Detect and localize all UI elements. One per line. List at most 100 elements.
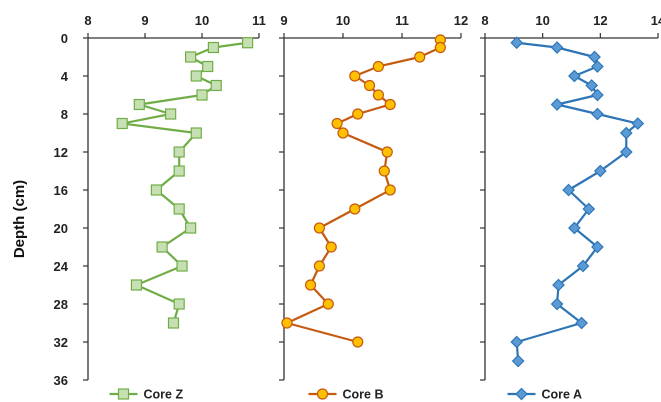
legend-swatch-marker xyxy=(117,388,130,400)
y-axis-title: Depth (cm) xyxy=(11,180,28,258)
legend-swatch-marker xyxy=(515,387,528,401)
data-point xyxy=(619,145,633,159)
y-tick-label: 12 xyxy=(54,145,68,160)
y-tick-label: 32 xyxy=(54,335,68,350)
data-point xyxy=(242,37,254,49)
panel-core-a: 8 10 12 14 Core A xyxy=(480,13,661,402)
data-point xyxy=(173,146,185,158)
data-point xyxy=(510,36,524,50)
data-point xyxy=(568,69,581,83)
data-point xyxy=(591,240,604,254)
data-point xyxy=(384,184,396,196)
data-point xyxy=(173,203,185,215)
data-point xyxy=(381,146,393,158)
data-point xyxy=(130,279,143,291)
y-tick-label: 36 xyxy=(54,373,68,388)
data-point xyxy=(510,335,524,349)
data-point xyxy=(384,98,396,111)
data-point xyxy=(575,316,588,330)
x-tick-label: 9 xyxy=(141,13,148,28)
data-point xyxy=(378,165,390,177)
x-tick-label: 12 xyxy=(593,13,607,28)
data-point xyxy=(550,297,564,311)
data-point xyxy=(207,41,219,54)
data-point xyxy=(173,298,185,310)
legend-label: Core A xyxy=(542,388,583,402)
data-point xyxy=(116,117,128,130)
data-point xyxy=(414,51,426,63)
panel-core-z: 8 9 10 11 Core Z xyxy=(83,13,266,402)
y-tick-label: 20 xyxy=(54,221,68,236)
data-point xyxy=(150,184,162,196)
data-point xyxy=(591,60,604,73)
x-tick-label: 11 xyxy=(395,13,409,28)
data-point xyxy=(352,336,364,348)
data-point xyxy=(322,298,334,310)
x-tick-label: 9 xyxy=(280,13,287,28)
data-point xyxy=(165,108,177,120)
x-tick-label: 10 xyxy=(336,13,350,28)
data-point xyxy=(568,221,581,235)
data-point xyxy=(363,79,376,92)
data-point xyxy=(313,260,325,272)
data-point xyxy=(304,279,317,291)
data-point xyxy=(593,164,607,178)
data-point xyxy=(325,241,337,253)
data-point xyxy=(550,41,564,54)
data-point xyxy=(550,98,564,111)
data-point xyxy=(372,60,384,73)
data-point xyxy=(349,203,361,215)
y-tick-label: 8 xyxy=(61,107,68,122)
data-point xyxy=(281,317,293,329)
data-point xyxy=(552,278,565,292)
y-tick-label: 24 xyxy=(54,259,69,274)
data-point xyxy=(582,202,596,216)
data-point xyxy=(585,79,599,92)
legend-swatch-marker xyxy=(316,388,329,400)
data-point xyxy=(133,98,145,111)
legend-label: Core B xyxy=(343,388,384,402)
data-point xyxy=(434,41,446,54)
data-point xyxy=(176,260,188,272)
y-tick-label: 28 xyxy=(54,297,68,312)
data-point xyxy=(631,117,645,130)
panel-core-b: 9 10 11 12 Core B xyxy=(279,13,468,402)
y-tick-label: 4 xyxy=(61,69,69,84)
x-tick-label: 14 xyxy=(651,13,661,28)
data-point xyxy=(588,50,601,64)
data-point xyxy=(173,165,185,177)
series-line xyxy=(515,41,639,362)
data-point xyxy=(167,317,180,329)
legend-entry: Core B xyxy=(308,388,384,402)
legend-label: Core Z xyxy=(144,388,184,402)
data-point xyxy=(185,222,197,234)
data-point xyxy=(190,70,202,82)
x-tick-label: 8 xyxy=(481,13,488,28)
data-point xyxy=(210,79,222,92)
x-tick-label: 8 xyxy=(84,13,91,28)
depth-axis: Depth (cm) 0 4 8 12 16 20 24 28 32 36 xyxy=(11,31,69,388)
x-tick-label: 12 xyxy=(454,13,468,28)
x-tick-label: 10 xyxy=(535,13,549,28)
data-point xyxy=(576,259,590,273)
legend-entry: Core Z xyxy=(109,388,184,402)
x-tick-label: 10 xyxy=(195,13,209,28)
data-point xyxy=(349,70,361,82)
data-point xyxy=(202,60,214,73)
x-tick-label: 11 xyxy=(252,13,266,28)
data-point xyxy=(331,117,343,130)
y-tick-label: 0 xyxy=(61,31,68,46)
data-point xyxy=(591,88,604,102)
legend-entry: Core A xyxy=(507,387,583,402)
data-point xyxy=(511,354,525,368)
data-point xyxy=(352,108,364,120)
data-point xyxy=(196,89,208,101)
data-point xyxy=(185,51,197,63)
data-point xyxy=(190,127,202,139)
data-point xyxy=(372,89,384,101)
y-tick-label: 16 xyxy=(54,183,68,198)
data-point xyxy=(562,183,575,197)
data-point xyxy=(313,222,325,234)
data-point xyxy=(591,107,604,121)
